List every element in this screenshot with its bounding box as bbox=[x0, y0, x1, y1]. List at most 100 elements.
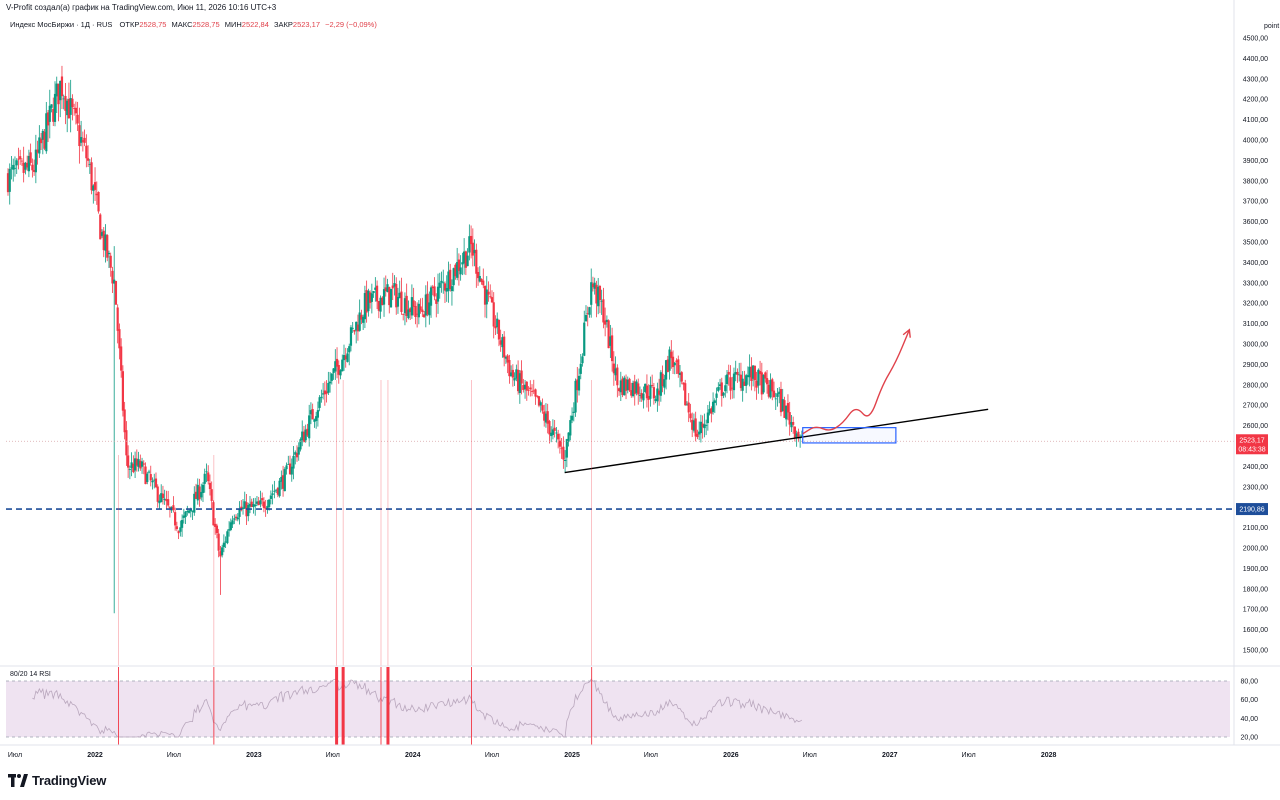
y-tick-label: 2600,00 bbox=[1243, 423, 1268, 430]
candle-body bbox=[570, 415, 574, 421]
candle-body bbox=[59, 80, 62, 101]
candle-body bbox=[22, 162, 25, 173]
candle-body bbox=[259, 500, 262, 505]
candlestick-series[interactable] bbox=[6, 65, 803, 614]
candle-body bbox=[71, 98, 74, 108]
candle-body bbox=[46, 112, 50, 126]
candle-body bbox=[76, 114, 79, 124]
candle-body bbox=[633, 381, 636, 395]
candle-body bbox=[560, 447, 563, 449]
candle-body bbox=[515, 369, 518, 379]
candle-body bbox=[774, 398, 777, 400]
symbol-name[interactable]: Индекс МосБиржи · 1Д · RUS bbox=[10, 20, 113, 29]
candle-body bbox=[221, 547, 224, 556]
x-tick-label: 2025 bbox=[564, 752, 580, 759]
candle-body bbox=[534, 389, 537, 397]
candle-body bbox=[409, 308, 412, 313]
candle-body bbox=[335, 358, 339, 367]
candle-body bbox=[720, 382, 723, 396]
candle-body bbox=[635, 381, 638, 393]
price-pane[interactable] bbox=[6, 65, 1234, 666]
y-tick-label: 2100,00 bbox=[1243, 525, 1268, 532]
candle-body bbox=[370, 293, 373, 302]
candle-body bbox=[656, 388, 659, 402]
candle-body bbox=[189, 509, 192, 512]
y-tick-label: 3100,00 bbox=[1243, 321, 1268, 328]
candle-body bbox=[285, 465, 288, 470]
candle-body bbox=[520, 370, 523, 384]
change-value: −2,29 (−0,09%) bbox=[325, 20, 377, 29]
candle-body bbox=[687, 402, 690, 413]
candle-body bbox=[671, 356, 675, 368]
candle-body bbox=[243, 501, 246, 509]
tradingview-logo[interactable]: TradingView bbox=[8, 773, 106, 788]
candle-body bbox=[280, 476, 283, 482]
forecast-arrowhead bbox=[902, 328, 911, 338]
rsi-pane[interactable] bbox=[0, 665, 1280, 745]
support-trendline[interactable] bbox=[564, 408, 989, 474]
candle-body bbox=[602, 299, 605, 323]
candle-body bbox=[616, 367, 619, 386]
candle-body bbox=[400, 291, 403, 312]
candle-body bbox=[102, 230, 105, 251]
forecast-path[interactable] bbox=[802, 329, 911, 435]
candle-body bbox=[248, 503, 252, 507]
candle-body bbox=[278, 480, 281, 497]
candle-body bbox=[503, 336, 506, 358]
candle-body bbox=[191, 510, 194, 512]
candle-body bbox=[257, 501, 260, 506]
candle-body bbox=[654, 399, 657, 401]
candle-body bbox=[579, 363, 582, 374]
time-axis[interactable]: Июл 2022 Июл 2023 Июл 2024 Июл 2025 Июл 2026 Июл 20… bbox=[0, 744, 1280, 759]
candle-body bbox=[628, 378, 631, 391]
price-axis[interactable]: 4500,00 4400,00 4300,00 4200,00 4100,00 4000,… bbox=[1233, 0, 1268, 745]
candle-body bbox=[85, 145, 88, 159]
candle-body bbox=[135, 458, 138, 466]
candle-body bbox=[264, 507, 267, 509]
candle-body bbox=[207, 472, 210, 482]
candle-body bbox=[27, 155, 30, 172]
candle-body bbox=[617, 388, 621, 392]
candle-body bbox=[24, 162, 27, 170]
candle-body bbox=[379, 297, 382, 312]
candle-body bbox=[772, 390, 776, 398]
candle-body bbox=[375, 285, 379, 302]
candle-body bbox=[722, 392, 725, 396]
candle-body bbox=[168, 507, 172, 509]
candle-body bbox=[708, 409, 711, 414]
candle-body bbox=[584, 315, 588, 322]
x-tick-label: 2027 bbox=[882, 752, 898, 759]
candle-body bbox=[222, 542, 225, 548]
candle-body bbox=[346, 353, 349, 362]
rsi-indicator-label[interactable]: 80/20 14 RSI bbox=[10, 671, 51, 678]
candle-body bbox=[231, 520, 234, 525]
candle-body bbox=[771, 379, 774, 392]
candle-body bbox=[99, 214, 102, 240]
candle-body bbox=[504, 357, 508, 359]
candle-body bbox=[626, 379, 629, 391]
candle-body bbox=[631, 382, 635, 397]
candle-body bbox=[60, 76, 64, 97]
candle-body bbox=[123, 409, 126, 433]
candle-body bbox=[20, 160, 24, 162]
candle-body bbox=[459, 267, 462, 275]
last-price-tag bbox=[1236, 434, 1268, 455]
candle-body bbox=[745, 375, 748, 386]
candle-body bbox=[215, 525, 219, 534]
candle-body bbox=[429, 287, 433, 306]
candle-body bbox=[165, 499, 168, 502]
candle-body bbox=[33, 170, 36, 172]
candle-body bbox=[795, 433, 798, 439]
candle-body bbox=[694, 418, 697, 437]
y-tick-label: 3800,00 bbox=[1243, 178, 1268, 185]
candle-body bbox=[182, 515, 185, 518]
candle-body bbox=[482, 280, 485, 286]
candle-body bbox=[193, 493, 196, 513]
candle-body bbox=[38, 137, 41, 154]
candle-body bbox=[553, 427, 556, 431]
consolidation-box[interactable] bbox=[802, 427, 897, 444]
candle-body bbox=[322, 393, 325, 395]
candle-body bbox=[377, 300, 380, 311]
candle-body bbox=[637, 383, 640, 395]
